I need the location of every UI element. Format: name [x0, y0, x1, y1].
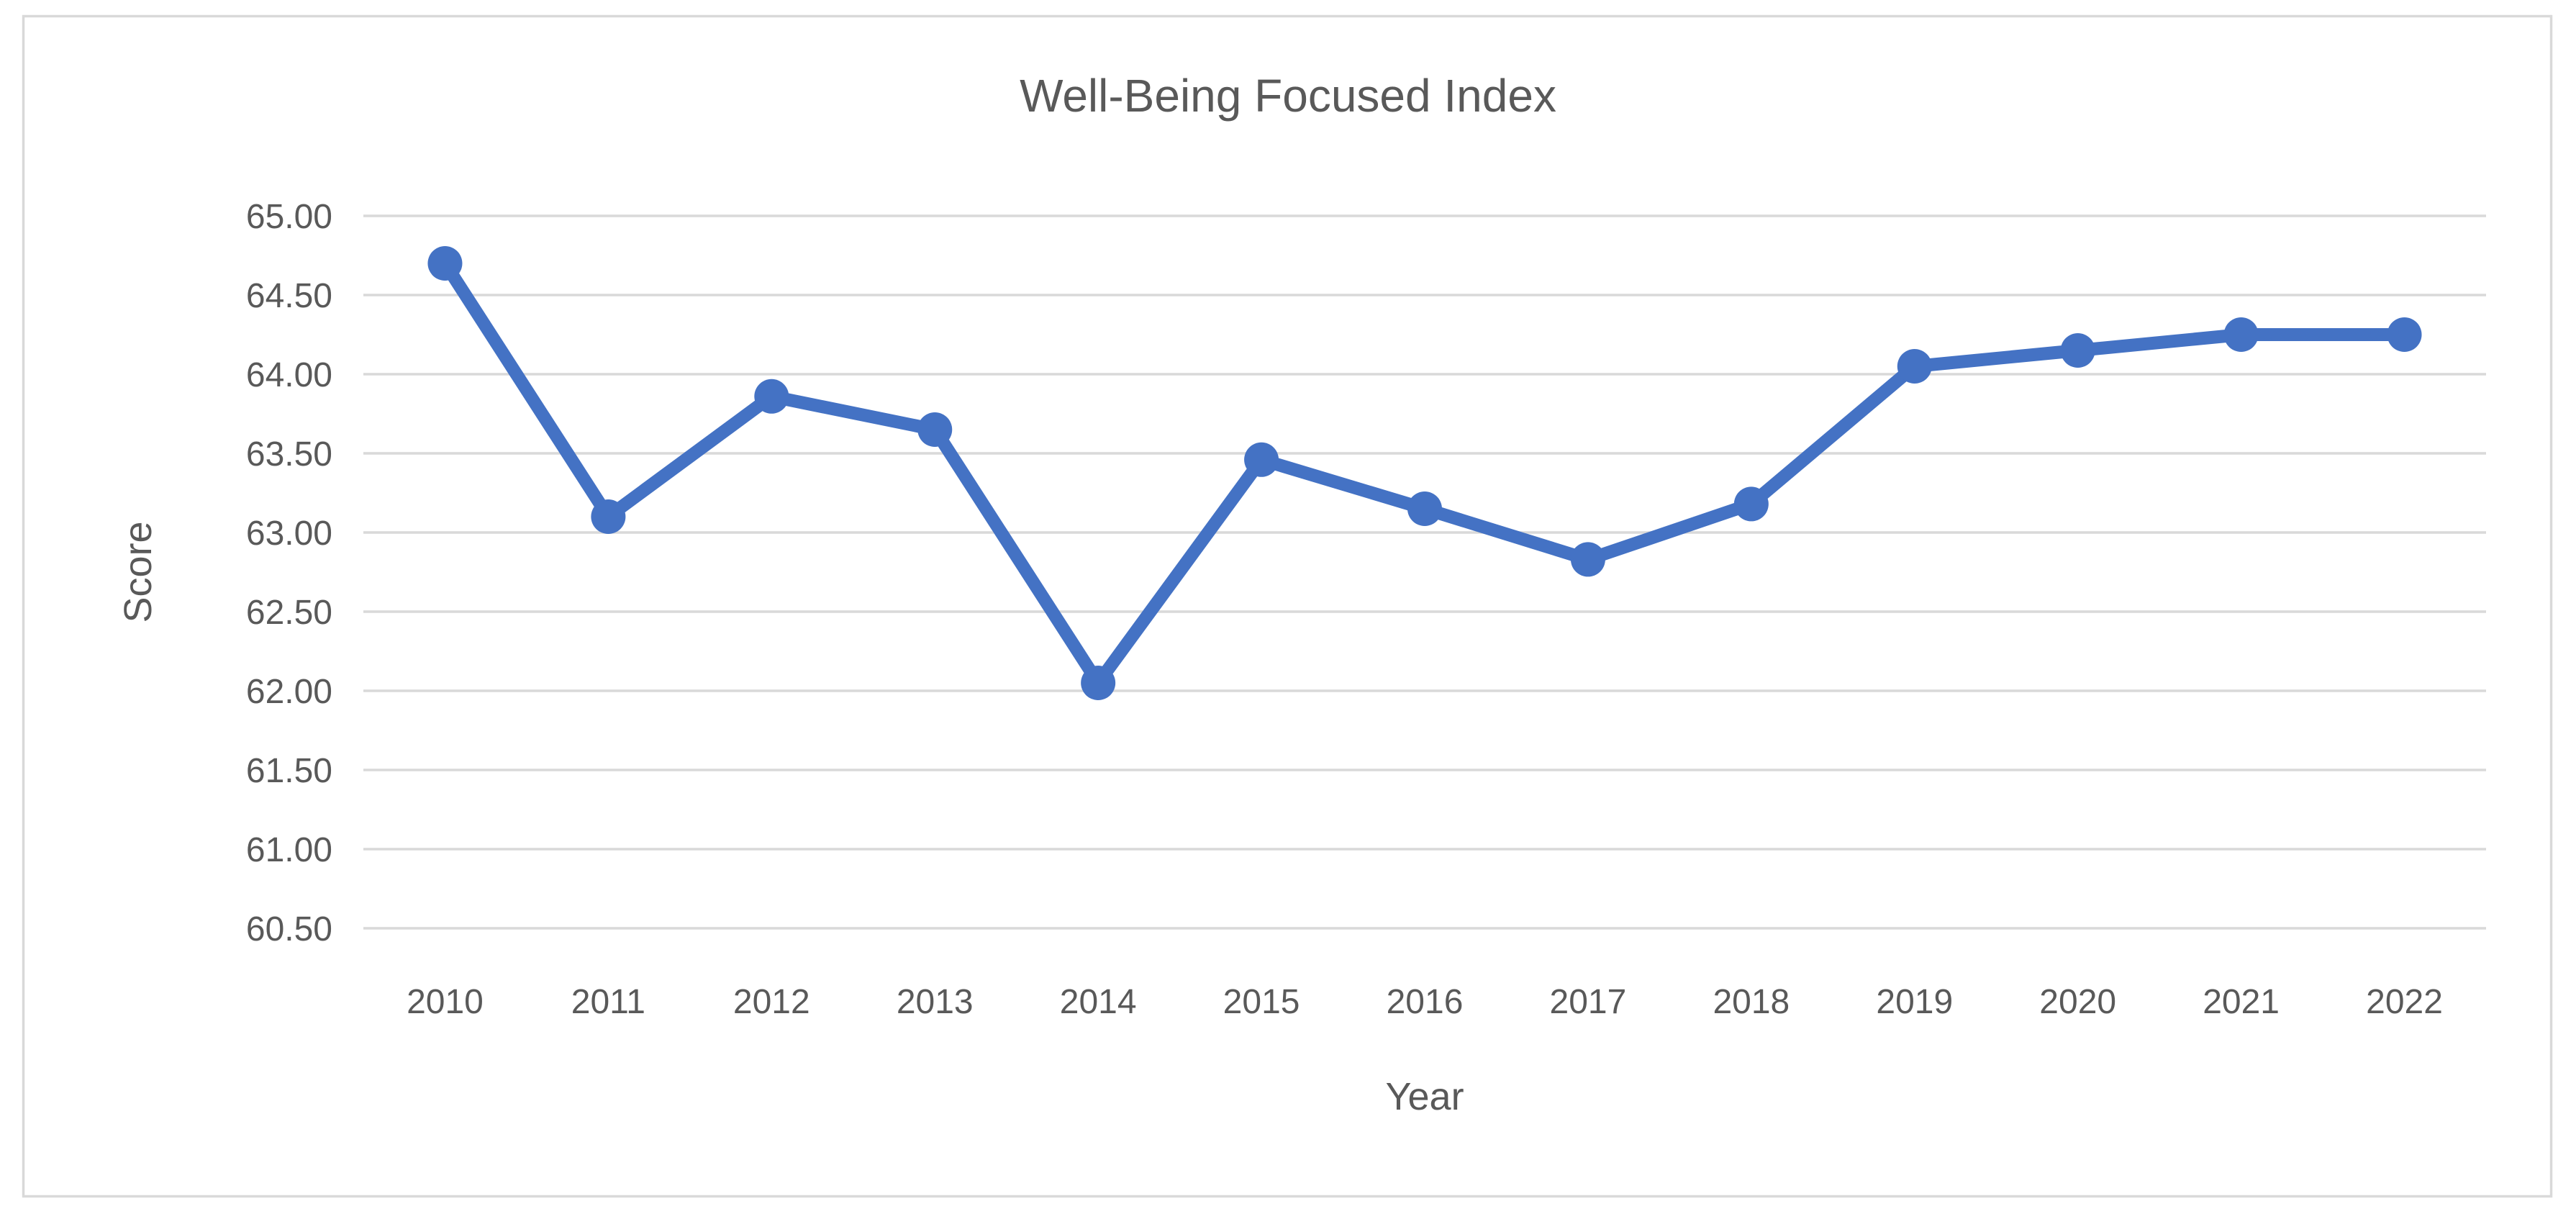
data-point-marker — [591, 499, 626, 534]
data-point-marker — [1244, 442, 1279, 477]
y-axis-tick-label: 65.00 — [246, 198, 332, 236]
chart-title: Well-Being Focused Index — [1020, 70, 1556, 122]
data-point-marker — [1407, 491, 1442, 526]
x-axis-tick-label: 2017 — [1550, 983, 1627, 1021]
data-point-marker — [1081, 666, 1116, 700]
x-axis-tick-label: 2013 — [897, 983, 974, 1021]
y-axis-tick-label: 64.50 — [246, 277, 332, 315]
x-axis-tick-label: 2020 — [2039, 983, 2116, 1021]
x-axis-tick-label: 2011 — [571, 983, 645, 1021]
y-axis-tick-label: 61.50 — [246, 752, 332, 790]
data-point-marker — [1897, 349, 1932, 384]
y-axis-tick-label: 62.50 — [246, 594, 332, 632]
data-point-marker — [2387, 317, 2422, 352]
x-axis-tick-label: 2015 — [1223, 983, 1300, 1021]
data-point-marker — [754, 379, 789, 414]
data-point-marker — [1570, 542, 1605, 577]
y-axis-tick-label: 62.00 — [246, 673, 332, 711]
data-point-marker — [2060, 333, 2095, 368]
data-line — [438, 257, 2411, 689]
y-axis-tick-label: 63.50 — [246, 435, 332, 473]
y-axis-tick-label: 64.00 — [246, 356, 332, 394]
chart-border — [22, 14, 2553, 1198]
x-axis-tick-label: 2021 — [2203, 983, 2280, 1021]
data-point-marker — [1733, 486, 1769, 522]
x-axis-tick-label: 2010 — [407, 983, 484, 1021]
y-axis-title: Score — [117, 521, 160, 622]
data-point-marker — [427, 246, 463, 281]
x-axis-title: Year — [1385, 1075, 1464, 1118]
y-axis-tick-label: 63.00 — [246, 515, 332, 553]
x-axis-tick-label: 2018 — [1713, 983, 1790, 1021]
x-axis-tick-label: 2014 — [1060, 983, 1137, 1021]
y-axis-tick-label: 60.50 — [246, 910, 332, 948]
data-point-marker — [2223, 317, 2259, 352]
data-point-marker — [917, 412, 953, 447]
y-axis-tick-label: 61.00 — [246, 831, 332, 869]
x-axis-tick-label: 2019 — [1876, 983, 1953, 1021]
x-axis-tick-label: 2012 — [733, 983, 810, 1021]
x-axis-tick-label: 2022 — [2366, 983, 2443, 1021]
x-axis-tick-label: 2016 — [1387, 983, 1464, 1021]
